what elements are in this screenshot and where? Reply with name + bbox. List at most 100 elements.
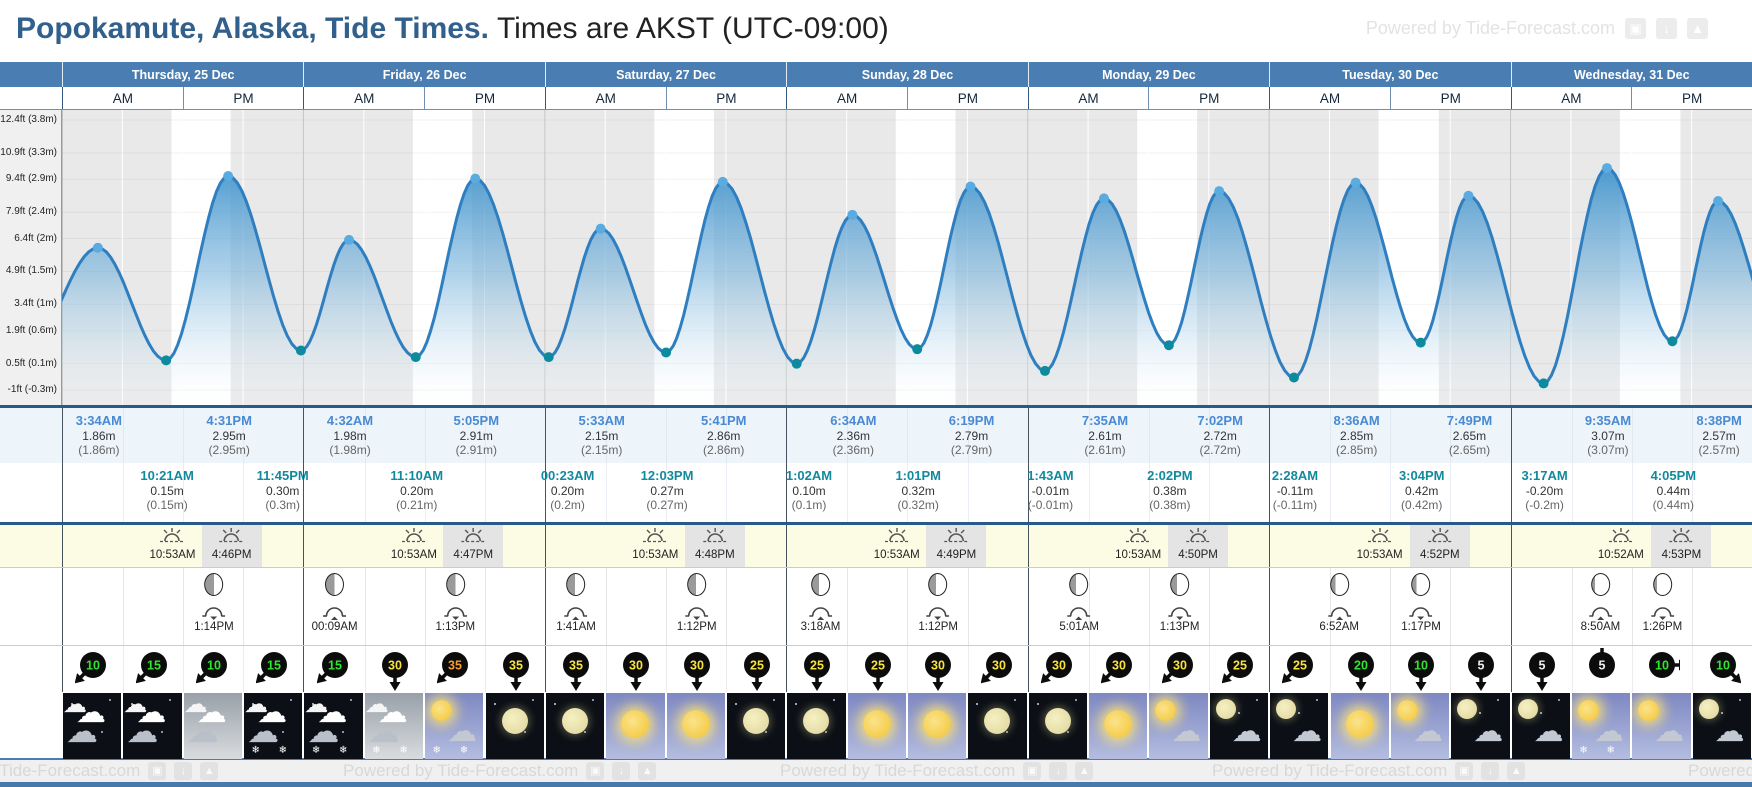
cloud-icon: ☁	[1654, 715, 1685, 748]
low-tide-height: 0.32m	[901, 484, 935, 498]
cell-divider	[967, 408, 969, 463]
sun-icon	[1155, 700, 1177, 721]
wind-speed-value: 10	[1656, 659, 1670, 673]
low-tide-time: 2:02PM	[1147, 468, 1193, 483]
moon-phase-icon	[1590, 573, 1610, 596]
cell-divider	[1450, 568, 1452, 645]
weather-icon-clouds-snow: ☁ ☁ ☁ ❄ ❄	[244, 693, 303, 759]
cell-divider	[605, 463, 607, 525]
wind-badge: 5	[1468, 652, 1495, 691]
photo-icon[interactable]: ▲	[1075, 762, 1094, 780]
low-tide-time: 2:28AM	[1271, 468, 1319, 483]
am-column-header: AM	[786, 87, 907, 109]
download-icon[interactable]: ↓	[612, 762, 631, 780]
sunrise-time: 10:53AM	[149, 549, 196, 561]
moon-rise-entry: 1:41AM	[556, 573, 596, 633]
sunset-icon	[1427, 528, 1452, 543]
cell-divider	[1330, 408, 1332, 463]
moon-set-time: 1:12PM	[676, 621, 717, 633]
weather-icon-sun-cloud-snow: ☁ ❄ ❄	[425, 693, 484, 759]
moonset-icon	[1168, 607, 1192, 620]
high-tide-time: 7:02PM	[1197, 413, 1243, 428]
download-icon[interactable]: ↓	[1481, 762, 1500, 780]
wind-speed-value: 30	[1052, 659, 1066, 673]
high-tide-height: 3.07m	[1591, 429, 1625, 443]
photo-icon[interactable]: ▲	[638, 762, 657, 780]
day-cell: 2:28AM -0.11m (-0.11m) 3:04PM 0.42m (0.42m)	[1269, 463, 1510, 525]
camera-icon[interactable]: ▣	[1455, 762, 1474, 780]
high-tide-entry: 5:41PM 2.86m (2.86m)	[701, 413, 747, 457]
low-tide-entry: 1:02AM 0.10m (0.1m)	[786, 468, 832, 512]
day-cell: 6:52AM 1:17PM	[1269, 568, 1510, 645]
wind-speed-value: 25	[1293, 659, 1307, 673]
moon-set-time: 1:13PM	[435, 621, 476, 633]
camera-icon[interactable]: ▣	[148, 762, 167, 780]
stars-icon	[734, 703, 737, 705]
sunrise-entry: 10:52AM	[1598, 528, 1644, 561]
wind-badge: 30	[1040, 652, 1072, 684]
sunset-entry: 4:53PM	[1662, 528, 1701, 561]
download-icon[interactable]: ↓	[174, 762, 193, 780]
cell-divider	[1088, 646, 1090, 692]
moon-icon	[1457, 699, 1478, 719]
cell-divider	[605, 646, 607, 692]
day-header: Tuesday, 30 Dec	[1269, 62, 1510, 87]
high-tide-entry: 4:32AM 1.98m (1.98m)	[327, 413, 373, 457]
moon-phase-icon	[325, 573, 345, 596]
sunset-entry: 4:52PM	[1420, 528, 1460, 561]
high-tide-height: 2.95m	[212, 429, 246, 443]
moon-phase-icon	[566, 573, 586, 596]
high-tide-entry: 8:38PM 2.57m (2.57m)	[1696, 413, 1742, 457]
high-tide-dot	[1350, 177, 1361, 188]
low-tide-dot	[1415, 337, 1426, 348]
camera-icon[interactable]: ▣	[586, 762, 605, 780]
cloud-icon: ☁	[63, 693, 87, 718]
cell-divider	[364, 568, 366, 645]
cloud-icon: ☁	[1533, 715, 1564, 748]
camera-icon[interactable]: ▣	[1625, 18, 1646, 39]
photo-icon[interactable]: ▲	[200, 762, 219, 780]
cell-divider	[1571, 408, 1573, 463]
cell-divider	[726, 568, 728, 645]
moonrise-icon	[808, 607, 832, 620]
cloud-icon: ☁	[136, 696, 167, 729]
low-tide-height: 0.30m	[266, 484, 300, 498]
pm-column-header: PM	[182, 87, 304, 109]
high-tide-time: 4:31PM	[206, 413, 252, 428]
high-tide-entry: 7:02PM 2.72m (2.72m)	[1197, 413, 1243, 457]
low-tide-time: 4:05PM	[1650, 468, 1697, 483]
photo-icon[interactable]: ▲	[1687, 18, 1708, 39]
low-tide-entry: 1:43AM -0.01m (-0.01m)	[1027, 468, 1073, 512]
low-tide-height-alt: (0.38m)	[1149, 498, 1191, 512]
weather-icon-sun	[1089, 693, 1148, 759]
wind-speed-value: 10	[1716, 659, 1730, 673]
page-title: Popokamute, Alaska, Tide Times. Times are…	[16, 12, 889, 46]
powered-by-text: Powered by Tide-Forecast.com	[0, 761, 141, 780]
day-cell: 10:53AM 4:46PM	[62, 525, 303, 567]
weather-icon-moon-cloud: ☁	[1209, 693, 1269, 759]
cell-divider	[364, 646, 366, 692]
low-tide-height: -0.01m	[1031, 484, 1070, 498]
sunset-time: 4:52PM	[1419, 549, 1460, 561]
photo-icon[interactable]: ▲	[1507, 762, 1526, 780]
low-tide-height-alt: (0.21m)	[396, 498, 438, 512]
high-tide-height: 2.72m	[1203, 429, 1237, 443]
am-column-header: AM	[544, 87, 666, 109]
cell-divider	[243, 463, 245, 525]
day-cell: 11:10AM 0.20m (0.21m)	[303, 463, 544, 525]
day-cell: 3:34AM 1.86m (1.86m) 4:31PM 2.95m (2.95m)	[62, 408, 303, 463]
download-icon[interactable]: ↓	[1656, 18, 1677, 39]
y-axis-tick-label: 3.4ft (1m)	[14, 298, 57, 310]
download-icon[interactable]: ↓	[1049, 762, 1068, 780]
weather-icon-sun-cloud: ☁	[1149, 693, 1208, 759]
high-tide-height-alt: (2.86m)	[703, 443, 745, 457]
sunrise-entry: 10:53AM	[632, 528, 678, 561]
cell-divider	[1571, 646, 1573, 692]
cell-divider	[1631, 646, 1633, 692]
sunset-icon	[702, 528, 727, 543]
low-tide-entry: 11:45PM 0.30m (0.3m)	[257, 468, 309, 512]
camera-icon[interactable]: ▣	[1023, 762, 1042, 780]
low-tide-entry: 12:03PM 0.27m (0.27m)	[641, 468, 694, 512]
low-tide-height: 0.27m	[650, 484, 684, 498]
y-axis-tick-label: 9.4ft (2.9m)	[5, 173, 57, 185]
